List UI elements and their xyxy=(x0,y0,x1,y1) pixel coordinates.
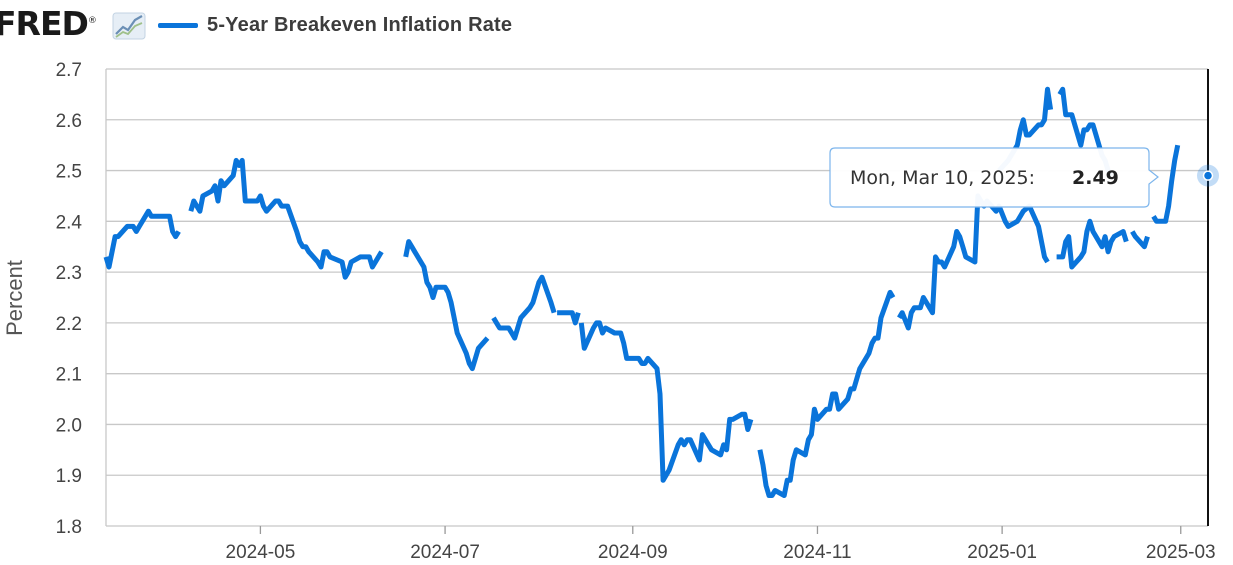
registered-mark: ® xyxy=(87,16,97,26)
y-tick-label: 2.5 xyxy=(56,162,82,183)
tooltip-value: 2.49 xyxy=(1072,167,1119,189)
x-tick-label: 2024-05 xyxy=(226,542,296,563)
tooltip-date: Mon, Mar 10, 2025: xyxy=(850,167,1035,189)
y-tick-label: 1.8 xyxy=(56,517,82,538)
x-tick-label: 2025-01 xyxy=(967,542,1037,563)
series-line-segment xyxy=(1151,144,1181,224)
series-line-segment xyxy=(491,274,557,341)
y-tick-label: 1.9 xyxy=(56,466,82,487)
line-chart-icon xyxy=(112,12,146,40)
series-line-segment xyxy=(188,157,384,280)
gridlines xyxy=(105,68,1208,527)
x-axis-ticks: 2024-05 2024-07 2024-09 2024-11 2025-01 2025-… xyxy=(226,526,1216,563)
hover-cursor xyxy=(1197,69,1219,526)
series-lines xyxy=(103,86,1181,498)
y-tick-label: 2.3 xyxy=(56,263,82,284)
series-line-segment xyxy=(103,208,181,270)
x-tick-label: 2024-11 xyxy=(783,542,851,563)
fred-logo[interactable]: FRED® xyxy=(0,4,97,43)
highlight-point xyxy=(1202,170,1214,181)
series-line-segment xyxy=(578,320,754,483)
series-line-segment xyxy=(557,310,581,326)
chart-legend[interactable]: 5-Year Breakeven Inflation Rate xyxy=(158,12,512,38)
series-line-segment xyxy=(1056,218,1129,270)
y-tick-label: 2.6 xyxy=(56,111,82,132)
y-tick-label: 2.4 xyxy=(56,212,83,233)
y-tick-label: 2.7 xyxy=(56,60,82,81)
series-line-segment xyxy=(757,289,896,498)
series-line-segment xyxy=(897,193,1050,331)
y-axis-label: Percent xyxy=(2,260,27,336)
x-tick-label: 2025-03 xyxy=(1146,542,1216,563)
x-tick-label: 2024-09 xyxy=(598,542,668,563)
y-axis-ticks: 1.8 1.9 2.0 2.1 2.2 2.3 2.4 2.5 2.6 2.7 xyxy=(56,60,83,538)
chart-header: FRED® 5-Year Breakeven Inflation Rate xyxy=(0,0,1233,50)
fred-logo-text: FRED xyxy=(0,4,89,43)
legend-swatch xyxy=(158,22,198,28)
tooltip-box xyxy=(829,147,1159,208)
x-tick-label: 2024-07 xyxy=(410,542,480,563)
tooltip: Mon, Mar 10, 2025: 2.49 xyxy=(829,147,1159,208)
series-line-segment xyxy=(1130,230,1150,250)
series-line-segment xyxy=(403,239,490,372)
legend-label: 5-Year Breakeven Inflation Rate xyxy=(207,13,513,36)
y-tick-label: 2.2 xyxy=(56,314,82,335)
y-tick-label: 2.1 xyxy=(56,365,82,386)
y-tick-label: 2.0 xyxy=(56,415,82,436)
